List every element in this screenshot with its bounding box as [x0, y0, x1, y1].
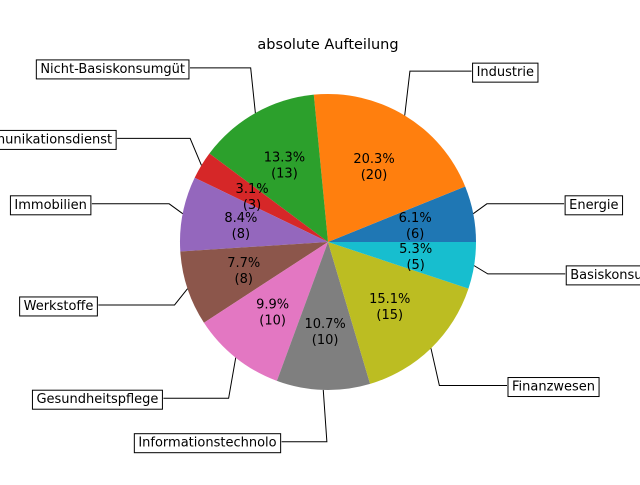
pie-slice-gesundheitspflege	[203, 242, 328, 381]
callout-box-werkstoffe	[19, 296, 98, 317]
callout-line-nicht-basiskonsumgut	[189, 67, 256, 114]
pie-slice-industrie	[313, 94, 466, 243]
callout-label-gesundheitspflege: Gesundheitspflege	[36, 392, 158, 407]
callout-line-informationstechnolo	[281, 389, 328, 443]
slice-value-label-gesundheitspflege: 9.9% (10)	[256, 297, 289, 328]
slice-value-label-finanzwesen: 15.1% (15)	[369, 292, 410, 323]
callout-line-werkstoffe	[98, 288, 188, 306]
pie-slice-energie	[328, 186, 476, 242]
pie-slice-basiskonsumgut	[328, 242, 476, 289]
pie-slice-kommunikationsdienst	[194, 153, 328, 242]
pie-slice-informationstechnolo	[276, 242, 371, 390]
slice-value-label-energie: 6.1% (6)	[399, 211, 432, 242]
callout-line-energie	[472, 203, 565, 215]
pie-slices	[180, 94, 476, 390]
callout-label-nicht-basiskonsumgut: Nicht-Basiskonsumgüt	[40, 62, 185, 77]
callout-label-kommunikationsdienst: Kommunikationsdienst	[0, 132, 112, 147]
callout-label-energie: Energie	[569, 198, 618, 213]
callout-box-energie	[564, 195, 624, 216]
slice-value-label-werkstoffe: 7.7% (8)	[227, 256, 260, 287]
callout-line-basiskonsumgut	[473, 265, 566, 275]
callout-box-nicht-basiskonsumgut	[35, 59, 190, 80]
callout-box-immobilien	[9, 195, 92, 216]
callout-line-industrie	[404, 70, 472, 116]
callout-line-gesundheitspflege	[163, 357, 237, 399]
pie-slice-nicht-basiskonsumgut	[209, 94, 328, 242]
slice-value-label-immobilien: 8.4% (8)	[224, 211, 257, 242]
callout-label-basiskonsumgut: Basiskonsumgüt	[570, 268, 640, 283]
pie-slice-werkstoffe	[180, 242, 328, 323]
callout-box-basiskonsumgut	[565, 265, 640, 286]
callout-box-gesundheitspflege	[31, 389, 163, 410]
slice-value-label-informationstechnolo: 10.7% (10)	[304, 317, 345, 348]
callout-box-kommunikationsdienst	[0, 129, 117, 150]
callout-label-werkstoffe: Werkstoffe	[24, 299, 94, 314]
callout-line-kommunikationsdienst	[117, 137, 202, 166]
callout-box-informationstechnolo	[133, 433, 282, 454]
callout-label-finanzwesen: Finanzwesen	[512, 380, 595, 395]
slice-value-label-nicht-basiskonsumgut: 13.3% (13)	[264, 151, 305, 182]
callout-label-informationstechnolo: Informationstechnolo	[138, 436, 276, 451]
slice-value-label-industrie: 20.3% (20)	[353, 152, 394, 183]
callout-label-industrie: Industrie	[477, 65, 534, 80]
slice-value-label-kommunikationsdienst: 3.1% (3)	[236, 182, 269, 213]
callout-line-finanzwesen	[430, 348, 507, 387]
slice-value-labels: 6.1% (6)20.3% (20) 13.3% (13)3.1% (3)8.4% (8) 7…	[224, 151, 432, 348]
callout-line-immobilien	[91, 203, 184, 215]
slice-value-label-basiskonsumgut: 5.3% (5)	[399, 242, 432, 273]
callout-label-immobilien: Immobilien	[14, 198, 86, 213]
pie-slice-immobilien	[180, 177, 328, 252]
pie-slice-finanzwesen	[328, 242, 469, 384]
slice-callouts: Energie Industrie Nicht-Basiskonsumgüt Komm…	[0, 59, 640, 454]
callout-box-finanzwesen	[507, 377, 600, 398]
callout-box-industrie	[472, 62, 539, 83]
chart-title: absolute Aufteilung	[257, 37, 398, 53]
